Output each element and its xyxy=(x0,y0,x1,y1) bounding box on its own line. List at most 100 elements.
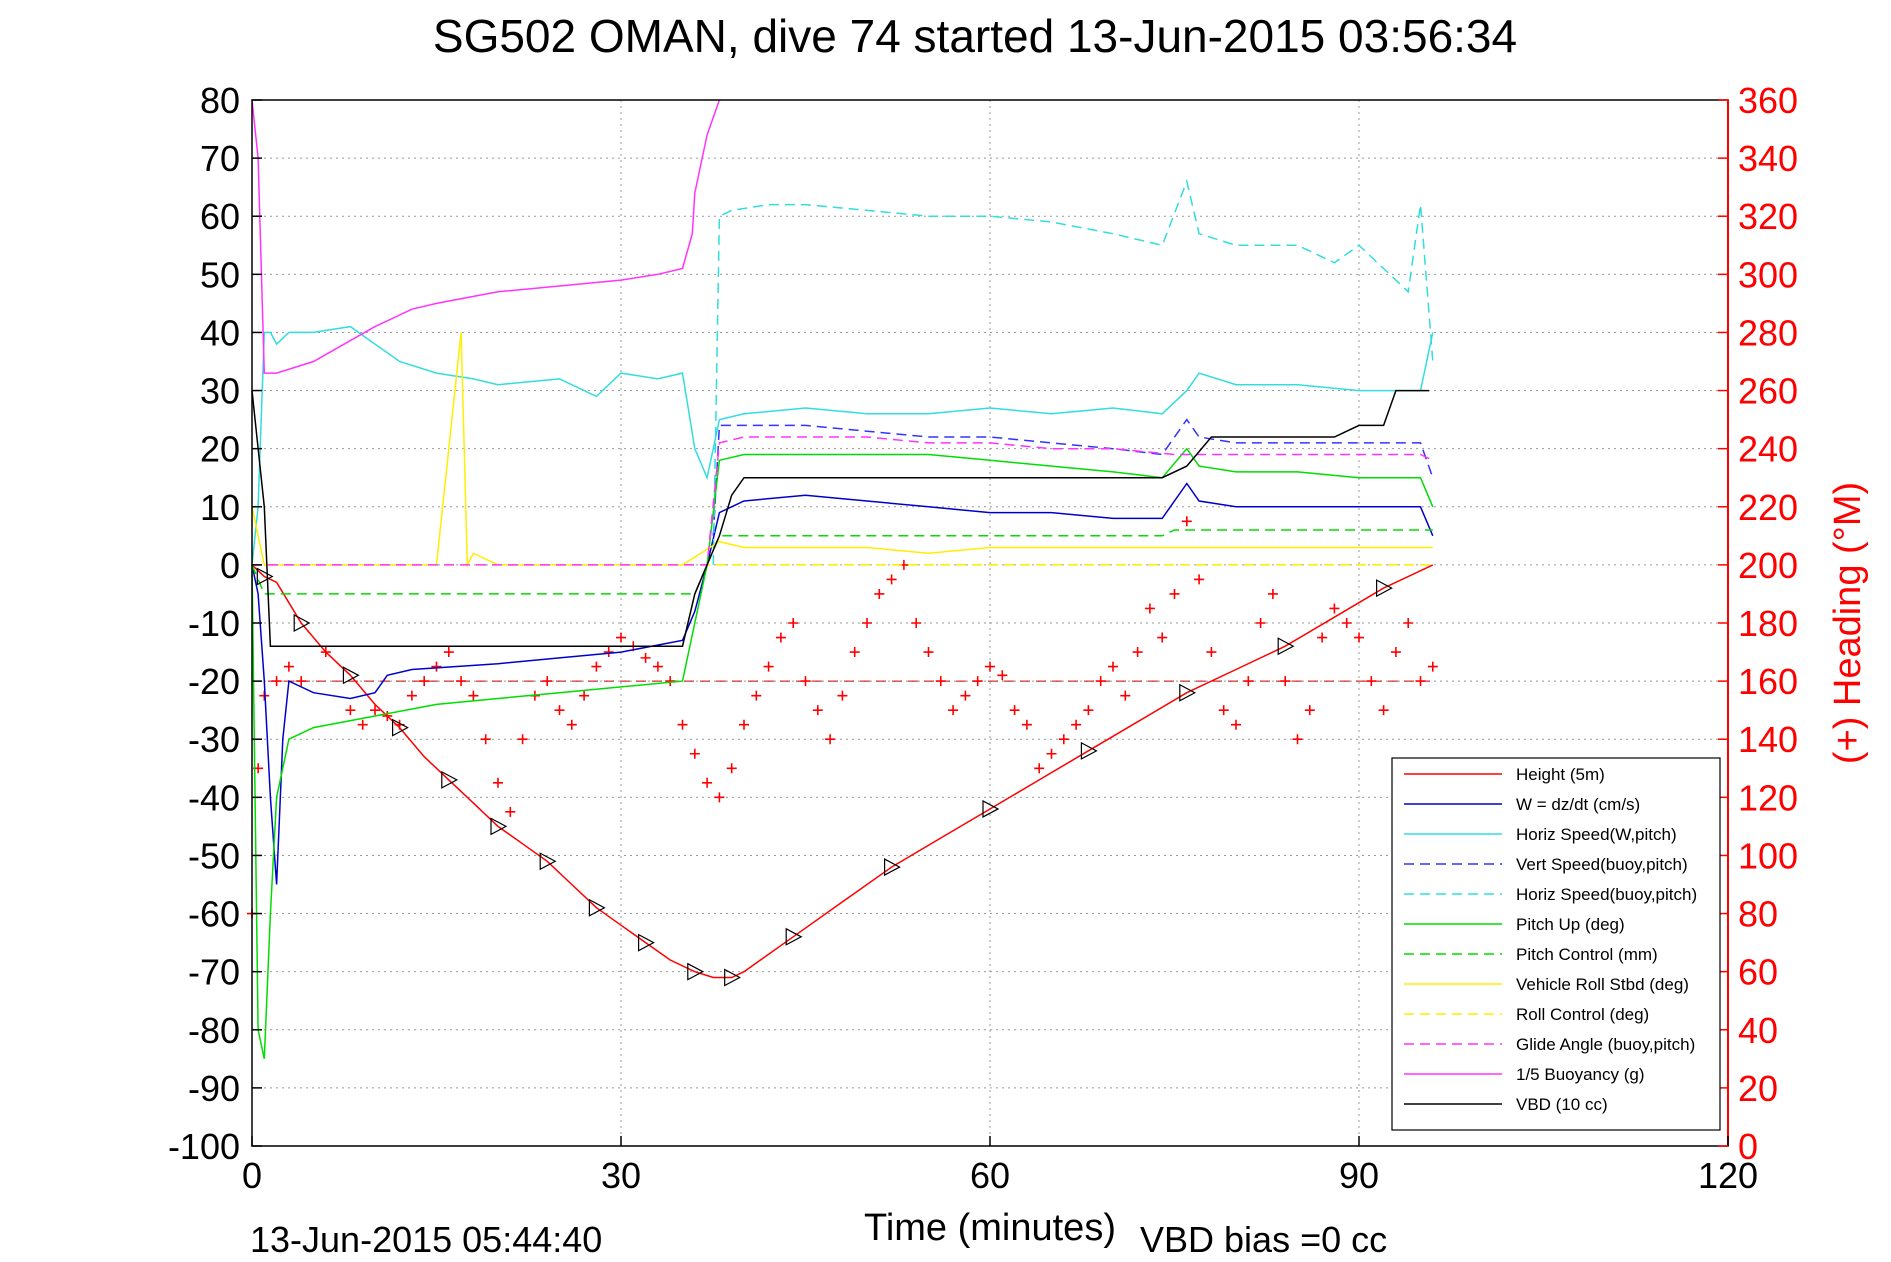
y2-tick-label: 280 xyxy=(1738,312,1798,353)
y2-axis-ticks: 3603403203002802602402202001801601401201… xyxy=(1718,80,1798,1167)
legend-box xyxy=(1391,757,1721,1131)
heading-point xyxy=(1317,632,1328,643)
heading-point xyxy=(775,632,786,643)
heading-point xyxy=(665,676,676,687)
y2-tick-label: 240 xyxy=(1738,429,1798,470)
heading-point xyxy=(357,719,368,730)
footer-timestamp: 13-Jun-2015 05:44:40 xyxy=(250,1219,602,1260)
y2-tick-label: 260 xyxy=(1738,371,1798,412)
heading-point xyxy=(1427,661,1438,672)
heading-point xyxy=(345,705,356,716)
heading-point xyxy=(1390,647,1401,658)
heading-point xyxy=(616,632,626,643)
heading-point xyxy=(1415,676,1426,687)
y-tick-label: -70 xyxy=(188,952,240,993)
y2-tick-label: 200 xyxy=(1738,545,1798,586)
heading-point xyxy=(443,647,454,658)
heading-point xyxy=(419,676,430,687)
height-marker xyxy=(539,852,557,871)
heading-point xyxy=(874,588,885,599)
height-marker xyxy=(1179,683,1197,702)
heading-point xyxy=(714,792,725,803)
heading-point xyxy=(1046,748,1057,759)
legend-label: VBD (10 cc) xyxy=(1516,1095,1608,1114)
heading-point xyxy=(985,661,995,672)
heading-point xyxy=(1144,603,1155,614)
heading-point xyxy=(370,705,380,716)
heading-point xyxy=(788,618,799,628)
heading-point xyxy=(579,690,590,701)
x-axis-label: Time (minutes) xyxy=(864,1207,1116,1249)
heading-point xyxy=(911,618,922,628)
series-line-4 xyxy=(712,178,1434,565)
heading-point xyxy=(1095,676,1106,687)
legend-label: Horiz Speed(W,pitch) xyxy=(1516,825,1677,844)
height-marker xyxy=(982,799,1000,818)
y-tick-label: 50 xyxy=(200,254,240,295)
heading-point xyxy=(1021,719,1032,730)
series-line-1 xyxy=(251,482,1434,885)
heading-point xyxy=(837,690,848,701)
y2-tick-label: 320 xyxy=(1738,196,1798,237)
y2-tick-label: 0 xyxy=(1738,1126,1758,1167)
heading-point xyxy=(886,574,897,585)
heading-point xyxy=(935,676,946,687)
heading-point xyxy=(1058,734,1069,745)
heading-point xyxy=(1206,647,1217,658)
heading-point xyxy=(1194,574,1205,585)
x-tick-label: 90 xyxy=(1339,1155,1379,1196)
series-line-5 xyxy=(251,447,1434,1059)
heading-point xyxy=(1267,588,1278,599)
height-marker xyxy=(687,962,705,981)
y2-tick-label: 100 xyxy=(1738,835,1798,876)
heading-point xyxy=(1009,705,1020,716)
x-tick-label: 30 xyxy=(601,1155,641,1196)
height-marker xyxy=(256,567,274,586)
legend-label: Roll Control (deg) xyxy=(1516,1005,1649,1024)
series-line-3 xyxy=(712,418,1434,536)
y2-tick-label: 60 xyxy=(1738,952,1778,993)
legend-label: Height (5m) xyxy=(1516,765,1605,784)
x-tick-label: 60 xyxy=(970,1155,1010,1196)
y2-tick-label: 360 xyxy=(1738,80,1798,121)
legend-label: W = dz/dt (cm/s) xyxy=(1516,795,1640,814)
series-line-9 xyxy=(252,436,1434,566)
y-tick-label: -30 xyxy=(188,719,240,760)
heading-point xyxy=(1083,705,1094,716)
y-tick-label: 70 xyxy=(200,138,240,179)
y2-tick-label: 120 xyxy=(1738,777,1798,818)
heading-point xyxy=(677,719,688,730)
heading-point xyxy=(689,748,700,759)
y2-tick-label: 340 xyxy=(1738,138,1798,179)
heading-point xyxy=(493,777,503,788)
heading-point xyxy=(517,734,528,745)
legend-label: 1/5 Buoyancy (g) xyxy=(1516,1065,1645,1084)
y-tick-label: -20 xyxy=(188,661,240,702)
heading-point xyxy=(1292,734,1303,745)
heading-point xyxy=(1108,661,1118,672)
series-line-2 xyxy=(251,325,1434,565)
heading-point xyxy=(554,705,565,716)
heading-point xyxy=(972,676,983,687)
heading-point xyxy=(640,652,651,663)
y-tick-label: 80 xyxy=(200,80,240,121)
heading-point xyxy=(739,719,749,730)
heading-point xyxy=(480,734,491,745)
series-line-6 xyxy=(251,529,1433,595)
heading-point xyxy=(1157,632,1168,643)
heading-point xyxy=(726,763,737,774)
height-marker xyxy=(1080,741,1098,760)
heading-point xyxy=(862,618,872,628)
series-line-11 xyxy=(251,389,1430,647)
legend-label: Pitch Up (deg) xyxy=(1516,915,1625,934)
heading-point xyxy=(1329,603,1340,614)
y2-tick-label: 300 xyxy=(1738,254,1798,295)
legend-label: Vehicle Roll Stbd (deg) xyxy=(1516,975,1689,994)
height-marker xyxy=(490,817,508,836)
heading-point xyxy=(800,676,811,687)
heading-point xyxy=(468,690,479,701)
y2-tick-label: 160 xyxy=(1738,661,1798,702)
y-tick-label: -40 xyxy=(188,777,240,818)
height-marker xyxy=(785,927,803,946)
